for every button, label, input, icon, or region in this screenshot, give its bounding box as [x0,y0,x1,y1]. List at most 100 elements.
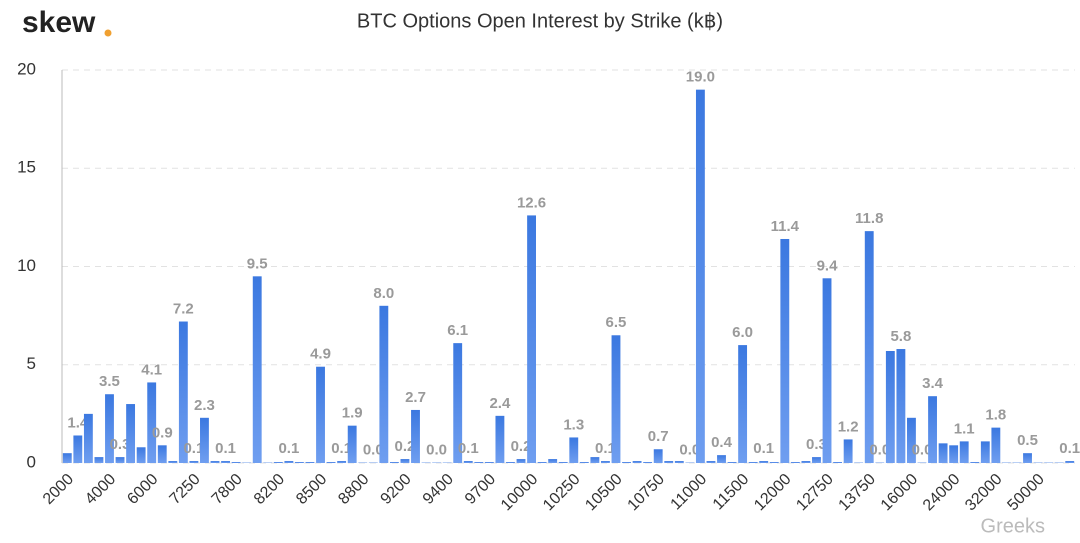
bar [178,321,188,463]
bar [748,462,758,463]
x-tick-label: 7800 [209,471,246,508]
bar [843,439,853,463]
value-label: 0.1 [1059,440,1080,457]
value-label: 0.3 [806,436,827,453]
bar [822,278,832,463]
bar [980,441,990,463]
bar [558,462,568,463]
bar [115,457,125,463]
bar [537,462,547,463]
bar [643,462,653,463]
value-label: 0.1 [753,440,774,457]
value-label: 1.9 [342,405,363,422]
bar [548,459,558,463]
bar [231,462,241,463]
chart-title: BTC Options Open Interest by Strike (k฿) [357,10,723,32]
value-label: 0.1 [215,440,236,457]
bar [157,445,167,463]
y-tick-label: 10 [17,256,36,275]
bar [885,350,895,463]
bar [769,462,779,463]
value-label: 2.7 [405,389,426,406]
bar [252,276,262,463]
bar [569,437,579,463]
x-tick-label: 6000 [124,471,161,508]
value-label: 0.1 [278,440,299,457]
bar [94,457,104,463]
value-label: 0.7 [648,428,669,445]
bar [1023,453,1032,463]
bar [136,447,146,463]
value-label: 0.0 [912,442,933,459]
x-tick-label: 9200 [378,471,415,508]
bar [970,462,980,463]
value-label: 0.3 [110,436,131,453]
logo-dot [104,29,112,37]
value-label: 0.2 [395,438,416,455]
bar [622,462,631,463]
bar [780,238,790,463]
bar [326,462,336,463]
value-label: 4.9 [310,346,331,363]
value-label: 1.4 [67,414,89,431]
bar [284,461,294,463]
value-label: 11.4 [771,218,800,235]
bar [495,415,505,463]
x-tick-label: 32000 [962,471,1006,515]
bar [801,461,811,463]
bar [738,345,748,463]
logo: skew [22,6,96,39]
x-tick-label: 8800 [335,471,372,508]
bar [200,417,209,463]
value-label: 0.2 [511,438,532,455]
bar [389,462,399,463]
value-label: 0.0 [869,442,890,459]
bar [695,89,705,464]
value-label: 9.5 [247,255,268,272]
value-label: 1.1 [954,420,975,437]
bar [790,462,800,463]
bar [305,462,315,463]
bar [706,461,716,463]
value-label: 4.1 [141,361,162,378]
bar [221,461,230,463]
value-label: 2.3 [194,397,215,414]
value-label: 0.0 [679,442,700,459]
value-label: 6.5 [606,314,627,331]
value-label: 0.0 [363,442,384,459]
x-tick-label: 2000 [40,471,77,508]
bar [632,461,642,463]
x-tick-label: 12750 [793,471,837,515]
bar [294,462,304,463]
bar [590,457,600,463]
x-tick-label: 9400 [420,471,457,508]
bar [210,461,220,463]
x-tick-label: 8500 [293,471,330,508]
value-label: 1.8 [985,407,1006,424]
x-tick-label: 10750 [625,471,669,515]
bar [400,459,410,463]
bar [411,409,420,463]
bar [674,461,684,463]
bar [337,461,347,463]
x-tick-label: 13750 [836,471,880,515]
bar [938,443,948,463]
bar [959,441,969,463]
value-label: 0.1 [183,440,204,457]
x-tick-label: 12000 [751,471,795,515]
bar [347,425,357,463]
bar [273,462,283,463]
value-label: 0.1 [595,440,616,457]
bar [812,457,821,463]
bar [316,366,325,463]
bar [126,404,136,463]
bar [83,413,93,463]
value-label: 1.2 [838,418,859,435]
x-tick-label: 10250 [540,471,584,515]
value-label: 3.4 [922,375,944,392]
value-label: 1.3 [563,416,584,433]
bar [601,461,610,463]
bar [168,461,178,463]
bar [928,396,937,463]
y-tick-label: 0 [27,452,36,471]
